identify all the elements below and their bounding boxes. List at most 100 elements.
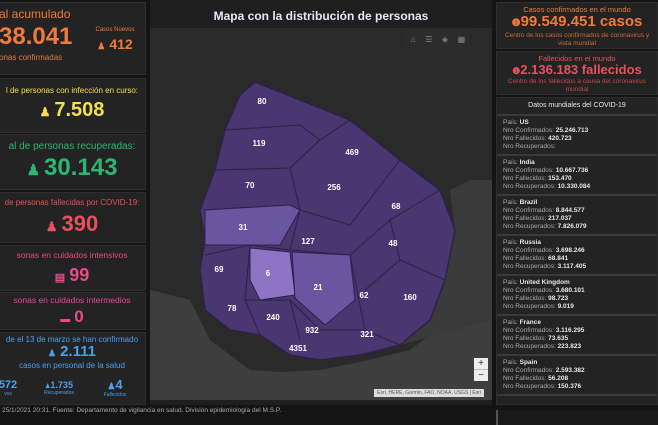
health-deaths-label: Fallecidos [103,392,127,398]
department-count-label: 6 [266,269,271,278]
field-label: Nro Fallecidos: [503,215,547,222]
field-value: 153.470 [548,175,572,182]
home-icon[interactable]: ⌂ [410,34,416,44]
field-value: 8.844.577 [555,207,585,214]
field-value: 25.246.713 [555,127,589,134]
world-deaths-label: Fallecidos en el mundo [538,54,616,63]
health-label: de el 13 de marzo se han confirmado [5,335,139,344]
field-label: Nro Confirmados: [503,127,554,134]
zoom-out-button[interactable]: − [474,369,488,381]
map-panel[interactable]: 80 119 469 70 256 68 31 127 48 69 6 21 62 160 78 240 932… [150,0,492,405]
field-value: 10.667.736 [555,167,589,174]
field-label: Nro Fallecidos: [503,335,547,342]
country-row[interactable]: País: India Nro Confirmados: 10.667.736 Nr… [497,156,657,196]
recovered-label: al de personas recuperadas: [8,141,136,152]
field-label: País: [503,239,518,246]
field-label: Nro Confirmados: [503,207,554,214]
field-label: Nro Fallecidos: [503,255,547,262]
person-icon: ♟ [39,105,51,119]
world-cases-value: 99.549.451 casos [520,13,643,30]
accum-label: al acumulado [0,7,71,21]
country-row[interactable]: País: United Kingdom Nro Confirmados: 3.6… [497,276,657,316]
field-value: Spain [519,359,538,366]
field-value: 223.823 [557,343,582,350]
health-recovered-value: 1.735 [50,380,73,390]
new-cases-label: Casos Nuevos [95,27,135,33]
field-value: 9.019 [557,303,574,310]
field-label: Nro Confirmados: [503,327,554,334]
person-icon: ♟ [97,41,106,51]
world-data-list[interactable]: Datos mundiales del COVID-19 País: US Nro… [496,97,658,405]
country-row[interactable]: País: Brazil Nro Confirmados: 8.844.577 Nr… [497,196,657,236]
field-label: País: [503,199,518,206]
warning-icon: ❶ [512,66,521,76]
deaths-panel: de personas fallecidas por COVID-19: ♟ 39… [0,192,146,243]
field-label: Nro Recuperados: [503,303,556,310]
accum-sub: onas confirmadas [0,53,63,62]
field-value: 217.037 [548,215,572,222]
department-count-label: 240 [266,313,280,322]
field-value: 3.698.246 [555,247,585,254]
field-label: Nro Fallecidos: [503,175,547,182]
legend-icon[interactable]: ☰ [425,34,433,44]
country-row[interactable]: País: US Nro Confirmados: 25.246.713 Nro F… [497,116,657,156]
bottom-panel-edge [496,410,658,425]
department-florida[interactable] [291,251,356,326]
field-value: France [519,319,541,326]
layers-icon[interactable]: ◈ [441,34,449,44]
world-deaths-value: 2.136.183 fallecidos [520,62,642,77]
country-row[interactable]: País: Russia Nro Confirmados: 3.698.246 Nr… [497,236,657,276]
uruguay-map[interactable]: 80 119 469 70 256 68 31 127 48 69 6 21 62 160 78 240 932… [150,0,492,405]
intermediate-value: 0 [74,307,84,326]
field-label: Nro Recuperados: [503,263,556,270]
person-icon: ♟ [26,162,41,179]
field-value: India [519,159,535,166]
person-icon: ♟ [45,384,51,390]
health-sub: casos en personal de la salud [19,361,125,370]
warning-icon: ❶ [511,18,521,29]
field-value: United Kingdom [519,279,570,286]
deaths-value: 390 [61,211,99,236]
bed-icon: ▬ [60,314,71,325]
accum-value: 38.041 [0,23,73,50]
field-value: US [519,119,529,126]
department-count-label: 78 [228,304,237,313]
world-cases-label: Casos confirmados en el mundo [523,5,631,14]
active-value: 7.508 [54,99,105,121]
field-value: 2.593.382 [555,367,585,374]
field-value: 420.723 [548,135,572,142]
recovered-value: 30.143 [44,154,118,181]
zoom-in-button[interactable]: + [478,358,484,369]
field-label: País: [503,279,518,286]
recovered-panel: al de personas recuperadas: ♟ 30.143 [0,134,146,190]
icu-value: 99 [69,265,90,285]
field-value: 68.841 [548,255,569,262]
field-label: Nro Recuperados: [503,343,556,350]
field-value: 3.117.405 [557,263,587,270]
field-label: Nro Fallecidos: [503,135,547,142]
basemap-icon[interactable]: ▦ [457,34,466,44]
map-toolbar: ⌂ ☰ ◈ ▦ [406,30,470,48]
field-label: País: [503,159,518,166]
department-count-label: 80 [258,97,267,106]
field-value: 7.826.079 [557,223,587,230]
icu-label: sonas en cuidados intensivos [16,250,128,260]
country-row[interactable]: País: France Nro Confirmados: 3.116.295 Nr… [497,316,657,356]
department-rio-negro[interactable] [204,204,301,246]
field-label: Nro Fallecidos: [503,375,547,382]
bed-icon: ▤ [54,272,66,284]
world-list-title: Datos mundiales del COVID-19 [497,98,657,116]
field-label: País: [503,119,518,126]
field-value: 73.635 [548,335,569,342]
field-label: Nro Recuperados: [503,223,556,230]
health-value: 2.111 [60,343,96,360]
intermediate-care-panel: sonas en cuidados intermedios ▬ 0 [0,292,146,330]
department-flores[interactable] [249,247,296,301]
world-cases-sub: Centro de los casos confirmados de coron… [504,32,650,47]
accumulated-cases-panel: al acumulado 38.041 onas confirmadas Cas… [0,2,146,75]
department-count-label: 119 [253,139,266,148]
field-label: Nro Confirmados: [503,247,554,254]
intermediate-label: sonas en cuidados intermedios [13,295,131,305]
country-row[interactable]: País: Spain Nro Confirmados: 2.593.382 Nro… [497,356,657,396]
department-count-label: 256 [327,183,341,192]
